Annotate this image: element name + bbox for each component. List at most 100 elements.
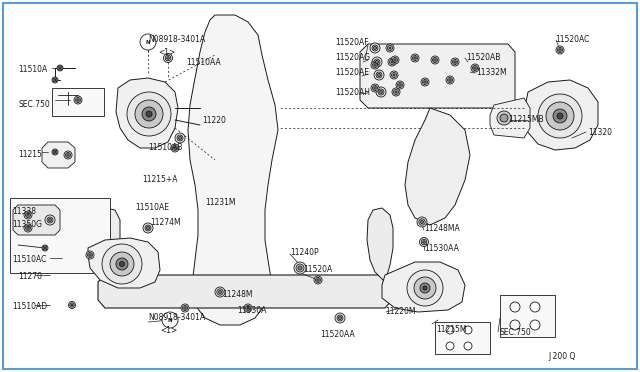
Circle shape bbox=[394, 90, 399, 94]
Circle shape bbox=[423, 286, 427, 290]
Circle shape bbox=[296, 264, 304, 272]
Polygon shape bbox=[382, 262, 465, 312]
Circle shape bbox=[420, 221, 424, 224]
Circle shape bbox=[181, 304, 189, 312]
Text: 11320: 11320 bbox=[588, 128, 612, 137]
Circle shape bbox=[140, 34, 156, 50]
Circle shape bbox=[392, 88, 400, 96]
Circle shape bbox=[110, 252, 134, 276]
Text: 11520A: 11520A bbox=[303, 265, 332, 274]
Circle shape bbox=[54, 151, 56, 153]
Text: SEC.750: SEC.750 bbox=[500, 328, 532, 337]
Circle shape bbox=[390, 60, 394, 64]
Circle shape bbox=[374, 59, 380, 65]
Polygon shape bbox=[405, 108, 470, 225]
Circle shape bbox=[422, 241, 426, 243]
Circle shape bbox=[166, 57, 170, 59]
Circle shape bbox=[376, 72, 382, 78]
Circle shape bbox=[414, 57, 416, 59]
Circle shape bbox=[27, 214, 29, 216]
Circle shape bbox=[294, 262, 306, 274]
Circle shape bbox=[391, 56, 399, 64]
Circle shape bbox=[175, 133, 185, 143]
Circle shape bbox=[147, 227, 150, 230]
Text: 11530A: 11530A bbox=[237, 306, 266, 315]
Circle shape bbox=[314, 276, 322, 284]
Circle shape bbox=[372, 57, 382, 67]
Text: 11215M: 11215M bbox=[436, 325, 467, 334]
Circle shape bbox=[174, 147, 176, 149]
Polygon shape bbox=[42, 142, 75, 168]
Circle shape bbox=[317, 279, 319, 281]
Polygon shape bbox=[13, 205, 60, 235]
Circle shape bbox=[26, 212, 31, 218]
Circle shape bbox=[374, 46, 376, 49]
Circle shape bbox=[546, 102, 574, 130]
Circle shape bbox=[449, 79, 451, 81]
Circle shape bbox=[43, 246, 47, 250]
Circle shape bbox=[446, 326, 454, 334]
Circle shape bbox=[370, 43, 380, 53]
Polygon shape bbox=[367, 208, 393, 282]
Bar bbox=[10, 198, 110, 273]
Circle shape bbox=[58, 66, 62, 70]
Circle shape bbox=[102, 244, 142, 284]
Circle shape bbox=[378, 89, 384, 95]
Circle shape bbox=[394, 59, 396, 61]
Circle shape bbox=[54, 79, 56, 81]
Circle shape bbox=[120, 262, 125, 266]
Circle shape bbox=[372, 86, 378, 90]
Text: 11530AA: 11530AA bbox=[424, 244, 459, 253]
Circle shape bbox=[88, 253, 93, 257]
Circle shape bbox=[390, 71, 398, 79]
Polygon shape bbox=[524, 80, 598, 150]
Circle shape bbox=[64, 151, 72, 159]
Text: 11520AA: 11520AA bbox=[320, 330, 355, 339]
Text: 11510AE: 11510AE bbox=[135, 203, 169, 212]
Text: 11215MB: 11215MB bbox=[508, 115, 543, 124]
Text: 11240P: 11240P bbox=[290, 248, 319, 257]
Bar bbox=[52, 88, 104, 116]
Circle shape bbox=[371, 84, 379, 92]
Circle shape bbox=[452, 60, 458, 64]
Circle shape bbox=[71, 304, 73, 306]
Circle shape bbox=[376, 87, 386, 97]
Circle shape bbox=[397, 83, 403, 87]
Circle shape bbox=[70, 303, 74, 307]
Circle shape bbox=[417, 217, 427, 227]
Circle shape bbox=[116, 258, 128, 270]
Circle shape bbox=[146, 111, 152, 117]
Circle shape bbox=[53, 150, 57, 154]
Circle shape bbox=[380, 90, 383, 93]
Circle shape bbox=[500, 114, 508, 122]
Circle shape bbox=[44, 247, 46, 249]
Circle shape bbox=[419, 219, 425, 225]
Circle shape bbox=[421, 78, 429, 86]
Circle shape bbox=[376, 61, 378, 64]
Circle shape bbox=[165, 55, 171, 61]
Circle shape bbox=[143, 223, 153, 233]
Text: 11510AC: 11510AC bbox=[12, 255, 46, 264]
Circle shape bbox=[26, 225, 31, 231]
Circle shape bbox=[421, 239, 427, 245]
Text: 11520AE: 11520AE bbox=[335, 68, 369, 77]
Circle shape bbox=[510, 320, 520, 330]
Circle shape bbox=[177, 135, 183, 141]
Text: 11231M: 11231M bbox=[205, 198, 236, 207]
Circle shape bbox=[464, 326, 472, 334]
Text: 11510AB: 11510AB bbox=[148, 143, 182, 152]
Circle shape bbox=[65, 153, 70, 157]
Text: 11215: 11215 bbox=[18, 150, 42, 159]
Circle shape bbox=[163, 54, 173, 62]
Text: 11248MA: 11248MA bbox=[424, 224, 460, 233]
Circle shape bbox=[24, 224, 32, 232]
Circle shape bbox=[339, 317, 342, 320]
Polygon shape bbox=[490, 98, 530, 138]
Circle shape bbox=[378, 74, 381, 77]
Circle shape bbox=[335, 313, 345, 323]
Text: 11510AA: 11510AA bbox=[186, 58, 221, 67]
Circle shape bbox=[89, 254, 92, 256]
Circle shape bbox=[530, 302, 540, 312]
Circle shape bbox=[559, 49, 561, 51]
Circle shape bbox=[413, 55, 417, 61]
